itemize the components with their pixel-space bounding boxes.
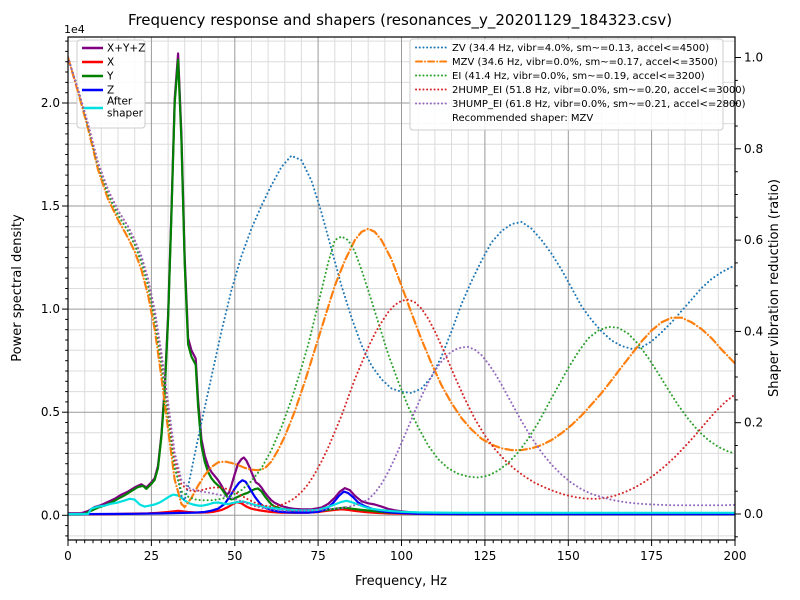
legend-psd-label: After shaper — [107, 96, 144, 120]
legend-shaper-label: 3HUMP_EI (61.8 Hz, vibr=0.0%, sm~=0.21, … — [452, 99, 746, 110]
legend-psd-label: X — [107, 57, 114, 69]
shaper-curves — [68, 56, 735, 512]
tick-labels: 0 25 50 75 100 125 150 175 200 0.0 0.5 1.0 1.5 2.0 0.0… — [41, 51, 763, 564]
legend-psd-label: Z — [107, 85, 114, 97]
x-tick-label: 200 — [724, 549, 747, 563]
y-axis-label-right: Shaper vibration reduction (ratio) — [767, 179, 782, 397]
legend-shapers-box — [409, 38, 724, 131]
legend-shaper-label: ZV (34.4 Hz, vibr=4.0%, sm~=0.13, accel<… — [452, 43, 709, 54]
y-right-tick-label: 0.4 — [744, 324, 763, 338]
psd-curves — [68, 52, 735, 516]
chart-title: Frequency response and shapers (resonanc… — [128, 11, 672, 30]
y-right-tick-label: 0.2 — [744, 416, 763, 430]
y-axis-offset-label: 1e4 — [64, 23, 85, 36]
y-left-tick-label: 1.5 — [41, 199, 60, 213]
y-right-tick-label: 1.0 — [744, 51, 763, 65]
x-tick-label: 75 — [310, 549, 325, 563]
series-3hump-ei — [68, 56, 735, 512]
y-left-tick-label: 1.0 — [41, 302, 60, 316]
legend-shaper-label: MZV (34.6 Hz, vibr=0.0%, sm~=0.17, accel… — [452, 57, 718, 68]
x-tick-label: 100 — [390, 549, 413, 563]
series-mzv — [68, 56, 735, 509]
series-zv — [68, 56, 735, 502]
x-tick-label: 0 — [64, 549, 72, 563]
y-right-tick-label: 0.8 — [744, 142, 763, 156]
series-z — [68, 479, 735, 516]
x-axis-label: Frequency, Hz — [355, 574, 447, 589]
series-after-shaper — [68, 493, 735, 516]
y-left-tick-label: 2.0 — [41, 96, 60, 110]
legend-recommended-shaper: Recommended shaper: MZV — [452, 113, 593, 124]
y-left-tick-label: 0.5 — [41, 405, 60, 419]
legend-psd-label: Y — [106, 71, 114, 83]
legend-shapers: ZV (34.4 Hz, vibr=4.0%, sm~=0.13, accel<… — [409, 38, 746, 131]
x-tick-label: 150 — [557, 549, 580, 563]
legend-shaper-label: 2HUMP_EI (51.8 Hz, vibr=0.0%, sm~=0.20, … — [452, 85, 746, 96]
x-tick-label: 125 — [473, 549, 496, 563]
axis-ticks — [62, 40, 741, 546]
series-2hump-ei — [68, 56, 735, 508]
x-tick-label: 25 — [144, 549, 159, 563]
y-right-tick-label: 0.0 — [744, 507, 763, 521]
legend-psd-label: X+Y+Z — [107, 43, 145, 55]
x-tick-label: 50 — [227, 549, 242, 563]
series-ei — [68, 56, 735, 502]
legend-shaper-label: EI (41.4 Hz, vibr=0.0%, sm~=0.19, accel<… — [452, 71, 705, 82]
y-left-tick-label: 0.0 — [41, 508, 60, 522]
x-tick-label: 175 — [640, 549, 663, 563]
y-axis-label-left: Power spectral density — [10, 214, 25, 362]
y-right-tick-label: 0.6 — [744, 233, 763, 247]
